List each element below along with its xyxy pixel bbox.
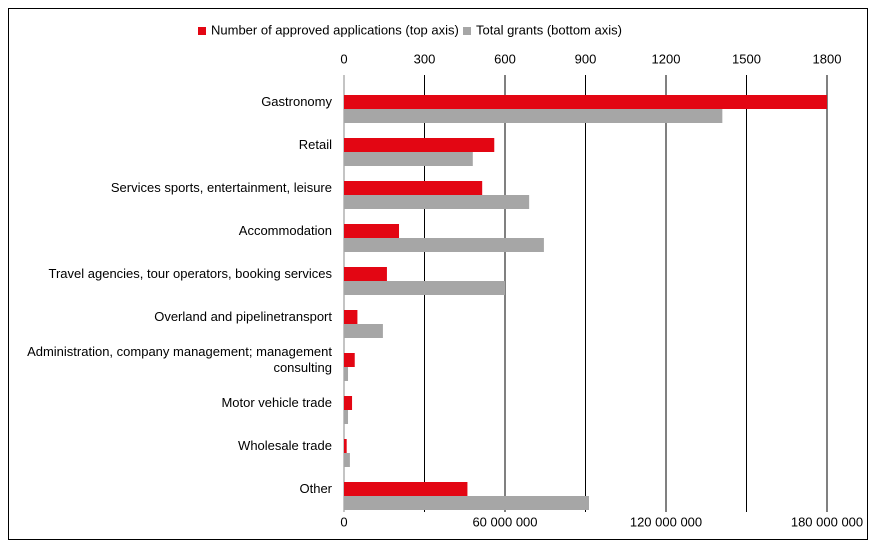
x2-tick-label: 1500 <box>732 51 761 66</box>
x-tick-label: 180 000 000 <box>791 514 863 529</box>
category-label: Wholesale trade <box>238 438 332 453</box>
bar <box>344 138 495 152</box>
bar <box>344 281 505 295</box>
category-label: Travel agencies, tour operators, booking… <box>48 266 333 281</box>
x-tick-label: 120 000 000 <box>630 514 702 529</box>
bar <box>344 353 355 367</box>
category-label: Administration, company management; mana… <box>27 344 332 375</box>
bar <box>344 109 723 123</box>
x2-tick-label: 600 <box>494 51 516 66</box>
x2-tick-label: 1800 <box>813 51 842 66</box>
chart-border <box>8 8 868 540</box>
bar <box>344 181 483 195</box>
x-tick-label: 60 000 000 <box>472 514 537 529</box>
bar <box>344 496 589 510</box>
bar <box>344 324 383 338</box>
x2-tick-label: 300 <box>414 51 436 66</box>
category-label: Overland and pipelinetransport <box>154 309 332 324</box>
category-label: Accommodation <box>238 223 332 238</box>
bar <box>344 224 400 238</box>
x2-tick-label: 1200 <box>652 51 681 66</box>
legend-label: Total grants (bottom axis) <box>476 22 622 37</box>
legend-swatch <box>198 27 206 35</box>
x2-tick-label: 900 <box>575 51 597 66</box>
x2-tick-label: 0 <box>340 51 347 66</box>
legend-swatch <box>463 27 471 35</box>
bar <box>344 453 350 467</box>
bar <box>344 367 349 381</box>
legend-label: Number of approved applications (top axi… <box>211 22 459 37</box>
category-label: Other <box>299 481 332 496</box>
category-label: Gastronomy <box>261 94 332 109</box>
bar <box>344 310 358 324</box>
bar <box>344 195 530 209</box>
category-label: Motor vehicle trade <box>221 395 332 410</box>
category-label: Services sports, entertainment, leisure <box>110 180 332 195</box>
bar <box>344 267 387 281</box>
bar <box>344 95 827 109</box>
x-tick-label: 0 <box>340 514 347 529</box>
bar <box>344 152 473 166</box>
bar <box>344 238 544 252</box>
bar <box>344 482 468 496</box>
bar <box>344 396 353 410</box>
category-label: Retail <box>298 137 332 152</box>
bar <box>344 410 349 424</box>
bar <box>344 439 347 453</box>
